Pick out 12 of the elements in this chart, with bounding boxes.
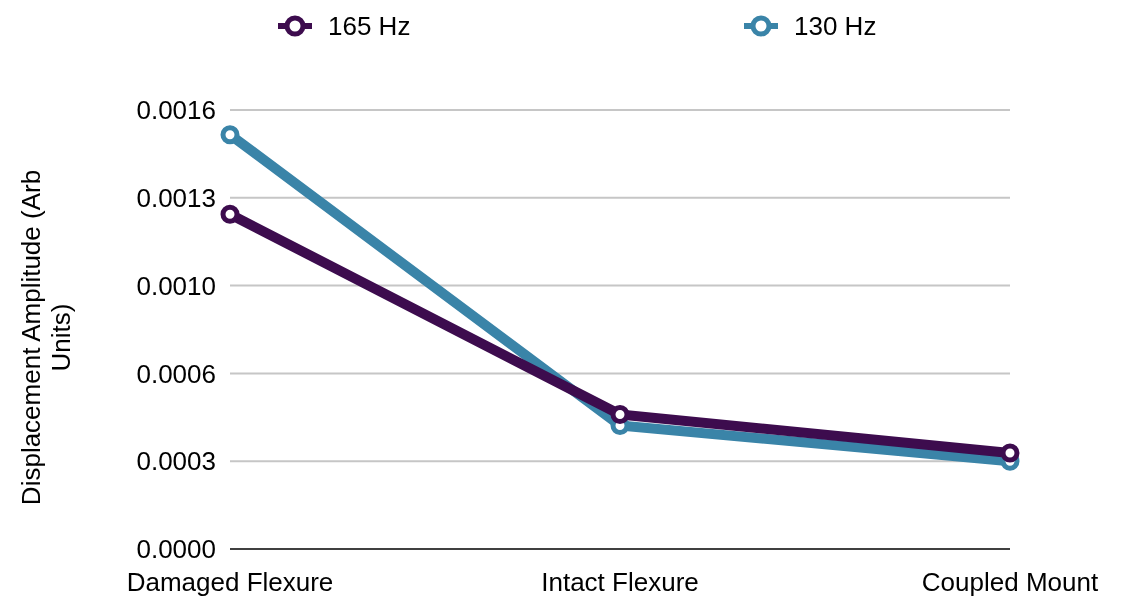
- y-tick-label: 0.0016: [136, 95, 216, 126]
- y-axis-title: Displacement Amplitude (Arb Units): [16, 169, 76, 506]
- y-tick-label: 0.0006: [136, 358, 216, 389]
- y-tick-label: 0.0010: [136, 270, 216, 301]
- y-tick-label: 0.0013: [136, 182, 216, 213]
- x-tick-label: Coupled Mount: [921, 567, 1099, 597]
- y-tick-label: 0.0003: [136, 446, 216, 477]
- legend-label: 165 Hz: [328, 11, 411, 42]
- x-tick-label: Intact Flexure: [541, 567, 699, 597]
- y-tick-label: 0.0000: [136, 534, 216, 565]
- x-tick-label: Damaged Flexure: [126, 567, 334, 597]
- legend-label: 130 Hz: [794, 11, 877, 42]
